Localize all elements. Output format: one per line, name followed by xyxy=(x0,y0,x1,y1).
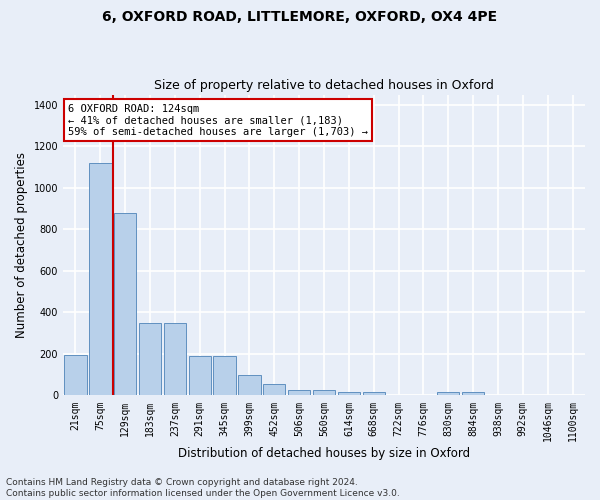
Bar xyxy=(64,355,86,396)
Text: 6, OXFORD ROAD, LITTLEMORE, OXFORD, OX4 4PE: 6, OXFORD ROAD, LITTLEMORE, OXFORD, OX4 … xyxy=(103,10,497,24)
Bar xyxy=(263,384,286,396)
Text: Contains HM Land Registry data © Crown copyright and database right 2024.
Contai: Contains HM Land Registry data © Crown c… xyxy=(6,478,400,498)
Bar xyxy=(89,163,112,396)
X-axis label: Distribution of detached houses by size in Oxford: Distribution of detached houses by size … xyxy=(178,447,470,460)
Bar xyxy=(214,356,236,396)
Bar xyxy=(462,392,484,396)
Bar xyxy=(338,392,360,396)
Bar xyxy=(139,323,161,396)
Text: 6 OXFORD ROAD: 124sqm
← 41% of detached houses are smaller (1,183)
59% of semi-d: 6 OXFORD ROAD: 124sqm ← 41% of detached … xyxy=(68,104,368,137)
Bar xyxy=(238,374,260,396)
Bar xyxy=(288,390,310,396)
Bar xyxy=(313,390,335,396)
Y-axis label: Number of detached properties: Number of detached properties xyxy=(15,152,28,338)
Bar xyxy=(437,392,460,396)
Bar xyxy=(164,323,186,396)
Title: Size of property relative to detached houses in Oxford: Size of property relative to detached ho… xyxy=(154,79,494,92)
Bar xyxy=(362,392,385,396)
Bar xyxy=(188,356,211,396)
Bar xyxy=(114,213,136,396)
